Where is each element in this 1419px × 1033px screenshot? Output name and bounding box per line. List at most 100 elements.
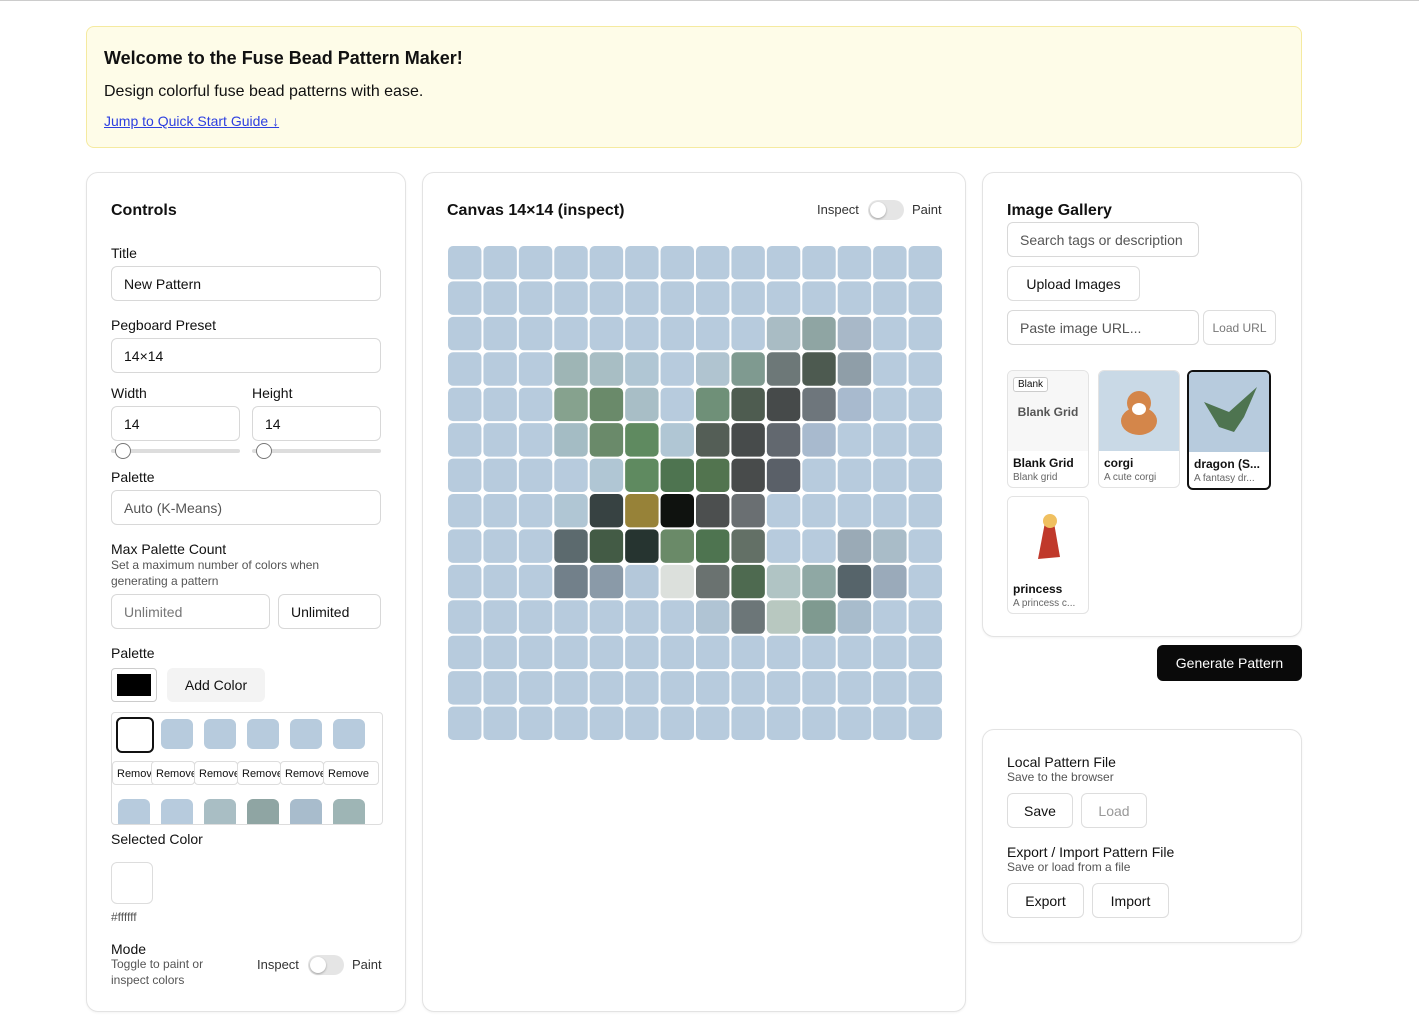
bead-cell[interactable] [483,281,517,315]
bead-cell[interactable] [625,387,659,422]
bead-cell[interactable] [660,600,694,634]
bead-cell[interactable] [766,458,801,492]
bead-cell[interactable] [660,529,694,563]
bead-cell[interactable] [837,600,872,634]
bead-cell[interactable] [908,458,942,492]
bead-cell[interactable] [483,316,517,351]
height-input[interactable]: 14 [252,406,381,441]
palette-swatch[interactable] [290,799,322,824]
bead-cell[interactable] [518,600,553,634]
bead-cell[interactable] [908,352,942,386]
bead-cell[interactable] [589,246,624,280]
bead-cell[interactable] [802,316,836,351]
bead-cell[interactable] [554,635,588,670]
bead-cell[interactable] [625,635,659,670]
bead-cell[interactable] [731,529,765,563]
bead-cell[interactable] [483,352,517,386]
gallery-item[interactable]: dragon (S... A fantasy dr... [1187,370,1271,490]
bead-cell[interactable] [696,281,730,315]
bead-cell[interactable] [802,423,836,457]
load-url-button[interactable]: Load URL [1203,310,1276,345]
preset-select[interactable]: 14×14 [111,338,381,373]
bead-cell[interactable] [589,529,624,563]
bead-cell[interactable] [837,423,872,457]
bead-cell[interactable] [660,246,694,280]
bead-cell[interactable] [589,494,624,528]
bead-cell[interactable] [766,387,801,422]
bead-cell[interactable] [448,281,482,315]
bead-cell[interactable] [766,246,801,280]
bead-cell[interactable] [766,352,801,386]
palette-swatch[interactable] [247,799,279,824]
bead-cell[interactable] [589,600,624,634]
bead-cell[interactable] [625,352,659,386]
mode-toggle[interactable] [308,955,344,975]
bead-cell[interactable] [625,458,659,492]
bead-cell[interactable] [696,316,730,351]
bead-cell[interactable] [731,246,765,280]
bead-cell[interactable] [448,671,482,705]
palette-swatch[interactable] [247,719,279,749]
bead-cell[interactable] [625,316,659,351]
color-picker[interactable] [111,668,157,702]
bead-cell[interactable] [518,635,553,670]
bead-cell[interactable] [554,529,588,563]
bead-cell[interactable] [448,423,482,457]
bead-cell[interactable] [589,635,624,670]
bead-cell[interactable] [696,529,730,563]
bead-cell[interactable] [660,352,694,386]
bead-cell[interactable] [625,564,659,599]
bead-cell[interactable] [483,671,517,705]
bead-cell[interactable] [766,706,801,740]
bead-cell[interactable] [696,494,730,528]
bead-cell[interactable] [873,635,907,670]
bead-cell[interactable] [802,494,836,528]
bead-cell[interactable] [483,387,517,422]
gallery-item[interactable]: princess A princess c... [1007,496,1089,614]
bead-cell[interactable] [448,706,482,740]
bead-cell[interactable] [731,494,765,528]
remove-button[interactable]: Remove [323,761,379,785]
palette-swatch[interactable] [333,799,365,824]
bead-cell[interactable] [554,600,588,634]
bead-cell[interactable] [908,387,942,422]
bead-cell[interactable] [518,423,553,457]
gallery-item[interactable]: Blank Blank Grid Blank Grid Blank grid [1007,370,1089,488]
width-slider[interactable] [111,443,240,459]
bead-cell[interactable] [518,458,553,492]
bead-cell[interactable] [660,706,694,740]
mode-toggle[interactable] [868,200,904,220]
import-button[interactable]: Import [1092,883,1169,918]
bead-cell[interactable] [625,671,659,705]
quick-start-link[interactable]: Jump to Quick Start Guide ↓ [104,113,280,129]
bead-cell[interactable] [802,529,836,563]
bead-cell[interactable] [448,316,482,351]
palette-swatch[interactable] [204,719,236,749]
bead-cell[interactable] [554,494,588,528]
bead-cell[interactable] [908,246,942,280]
bead-cell[interactable] [696,564,730,599]
bead-cell[interactable] [448,387,482,422]
bead-cell[interactable] [448,564,482,599]
bead-cell[interactable] [518,316,553,351]
bead-cell[interactable] [696,706,730,740]
bead-cell[interactable] [448,352,482,386]
bead-cell[interactable] [802,387,836,422]
bead-cell[interactable] [696,600,730,634]
bead-cell[interactable] [731,316,765,351]
bead-cell[interactable] [696,246,730,280]
bead-cell[interactable] [837,281,872,315]
bead-cell[interactable] [589,281,624,315]
bead-cell[interactable] [908,529,942,563]
bead-cell[interactable] [766,316,801,351]
bead-cell[interactable] [660,423,694,457]
bead-cell[interactable] [518,494,553,528]
palette-swatch[interactable] [204,799,236,824]
bead-cell[interactable] [625,423,659,457]
bead-cell[interactable] [766,635,801,670]
gallery-item[interactable]: corgi A cute corgi [1098,370,1180,488]
bead-cell[interactable] [483,635,517,670]
bead-cell[interactable] [873,529,907,563]
bead-cell[interactable] [837,529,872,563]
bead-cell[interactable] [731,387,765,422]
